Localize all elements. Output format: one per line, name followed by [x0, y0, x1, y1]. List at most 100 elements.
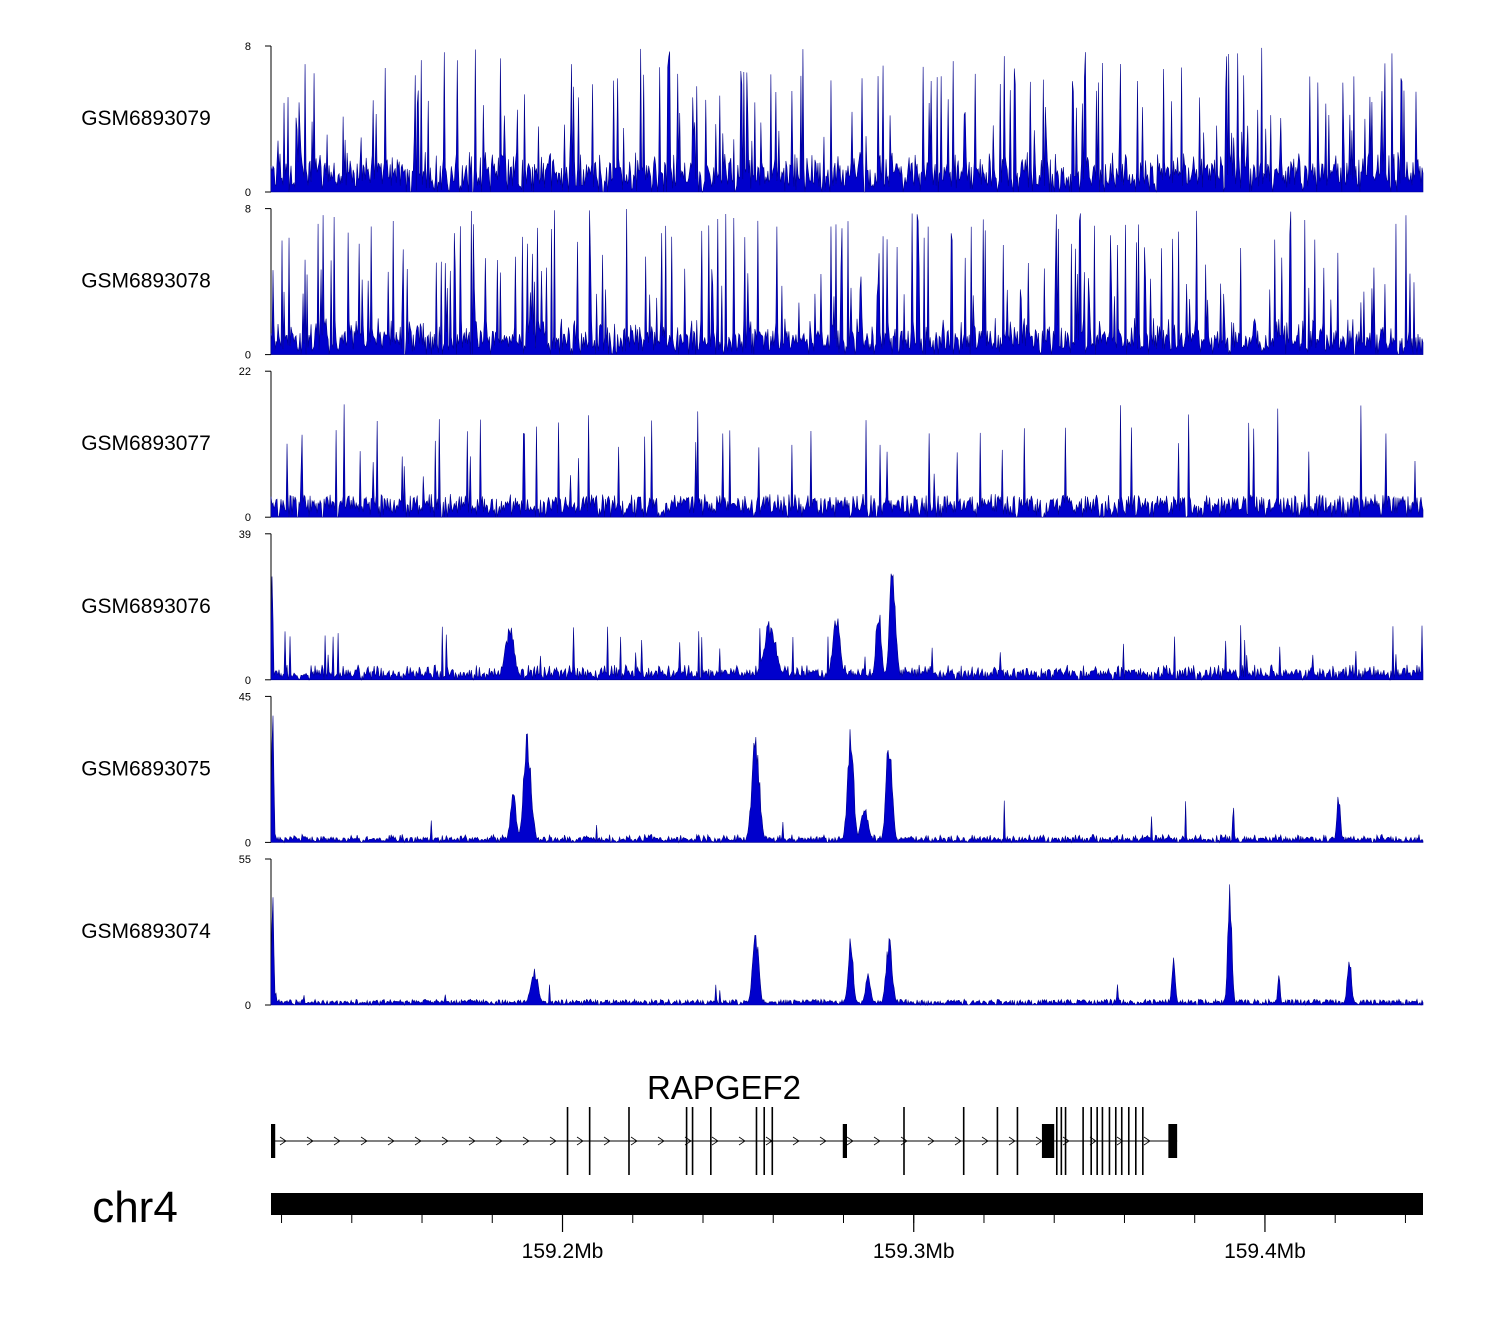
- exon: [1041, 1124, 1055, 1158]
- strand-arrow: [927, 1136, 935, 1146]
- exon: [962, 1107, 965, 1175]
- exon: [1060, 1107, 1063, 1175]
- exon: [755, 1107, 758, 1175]
- exon: [1082, 1107, 1084, 1175]
- strand-arrow: [468, 1136, 476, 1146]
- track-label: GSM6893076: [81, 595, 211, 618]
- strand-arrow: [1089, 1136, 1097, 1146]
- y-tick-label-max: 8: [245, 204, 251, 216]
- coverage-area: [270, 47, 1424, 193]
- track-GSM6893079: GSM6893079 8 0: [81, 41, 1424, 199]
- exon: [566, 1107, 569, 1175]
- chromosome-bar: [271, 1193, 1423, 1215]
- exon: [1114, 1107, 1117, 1175]
- exon: [1101, 1107, 1104, 1175]
- exon: [1055, 1107, 1058, 1175]
- strand-arrow: [657, 1136, 665, 1146]
- exon: [691, 1107, 694, 1175]
- coverage-area: [270, 209, 1424, 356]
- strand-arrow: [333, 1136, 341, 1146]
- strand-arrow: [900, 1136, 908, 1146]
- coverage-area: [270, 715, 1424, 844]
- strand-arrow: [1116, 1136, 1124, 1146]
- exon: [1142, 1107, 1144, 1175]
- strand-arrow: [603, 1136, 611, 1146]
- x-tick-label: 159.4Mb: [1224, 1240, 1306, 1263]
- exon: [1064, 1107, 1067, 1175]
- exon: [842, 1124, 847, 1158]
- exon: [588, 1107, 591, 1175]
- y-tick-label-max: 45: [239, 691, 251, 703]
- chromosome-label: chr4: [92, 1183, 178, 1232]
- strand-arrow: [495, 1136, 503, 1146]
- track-GSM6893076: GSM6893076 39 0: [81, 529, 1424, 687]
- y-tick-label-max: 8: [245, 41, 251, 53]
- strand-arrow: [576, 1136, 584, 1146]
- track-label: GSM6893075: [81, 757, 211, 780]
- exon: [763, 1107, 766, 1175]
- exon: [271, 1124, 276, 1158]
- y-tick-label-min: 0: [245, 350, 251, 362]
- x-tick-label: 159.3Mb: [873, 1240, 955, 1263]
- exon: [1135, 1107, 1137, 1175]
- y-tick-label-min: 0: [245, 187, 251, 199]
- exon: [903, 1107, 905, 1175]
- strand-arrow: [981, 1136, 989, 1146]
- strand-arrow: [819, 1136, 827, 1146]
- exon: [1120, 1107, 1123, 1175]
- exon: [685, 1107, 688, 1175]
- exon: [1016, 1107, 1019, 1175]
- strand-arrow: [1143, 1136, 1151, 1146]
- strand-arrow: [387, 1136, 395, 1146]
- strand-arrow: [360, 1136, 368, 1146]
- strand-arrow: [279, 1136, 287, 1146]
- y-tick-label-max: 55: [239, 854, 251, 866]
- strand-arrow: [549, 1136, 557, 1146]
- track-label: GSM6893079: [81, 107, 211, 130]
- exon: [1090, 1107, 1092, 1175]
- exon: [1127, 1107, 1130, 1175]
- exon: [771, 1107, 774, 1175]
- strand-arrow: [1008, 1136, 1016, 1146]
- coverage-area: [270, 884, 1424, 1007]
- track-label: GSM6893077: [81, 432, 211, 455]
- y-tick-label-max: 22: [239, 366, 251, 378]
- exon: [1168, 1124, 1178, 1158]
- track-GSM6893077: GSM6893077 22 0: [81, 366, 1424, 524]
- strand-arrow: [954, 1136, 962, 1146]
- exon: [628, 1107, 630, 1175]
- strand-arrow: [522, 1136, 530, 1146]
- track-GSM6893075: GSM6893075 45 0: [81, 691, 1424, 849]
- y-tick-label-min: 0: [245, 512, 251, 524]
- gene-model: [271, 1107, 1178, 1175]
- coverage-area: [270, 404, 1424, 519]
- exon: [710, 1107, 712, 1175]
- chromosome-axis: chr4 159.2Mb 159.3Mb 159.4Mb: [92, 1183, 1423, 1263]
- x-axis: 159.2Mb 159.3Mb 159.4Mb: [271, 1193, 1423, 1263]
- strand-arrow: [846, 1136, 854, 1146]
- y-tick-label-min: 0: [245, 1000, 251, 1012]
- exon: [1096, 1107, 1098, 1175]
- gene-track: RAPGEF2: [271, 1069, 1178, 1175]
- y-tick-label-max: 39: [239, 529, 251, 541]
- exon: [1108, 1107, 1111, 1175]
- strand-arrow: [711, 1136, 719, 1146]
- y-tick-label-min: 0: [245, 675, 251, 687]
- track-GSM6893074: GSM6893074 55 0: [81, 854, 1424, 1012]
- y-tick-label-min: 0: [245, 837, 251, 849]
- strand-arrow: [441, 1136, 449, 1146]
- x-tick-label: 159.2Mb: [522, 1240, 604, 1263]
- strand-arrow: [873, 1136, 881, 1146]
- strand-arrow: [414, 1136, 422, 1146]
- strand-arrow: [792, 1136, 800, 1146]
- track-label: GSM6893074: [81, 920, 211, 943]
- coverage-area: [270, 573, 1424, 681]
- gene-name-label: RAPGEF2: [647, 1069, 801, 1106]
- track-label: GSM6893078: [81, 270, 211, 293]
- exon: [996, 1107, 999, 1175]
- coverage-tracks: GSM689307980GSM689307880GSM6893077220GSM…: [81, 41, 1424, 1012]
- track-GSM6893078: GSM6893078 8 0: [81, 204, 1424, 362]
- strand-arrow: [306, 1136, 314, 1146]
- strand-arrow: [738, 1136, 746, 1146]
